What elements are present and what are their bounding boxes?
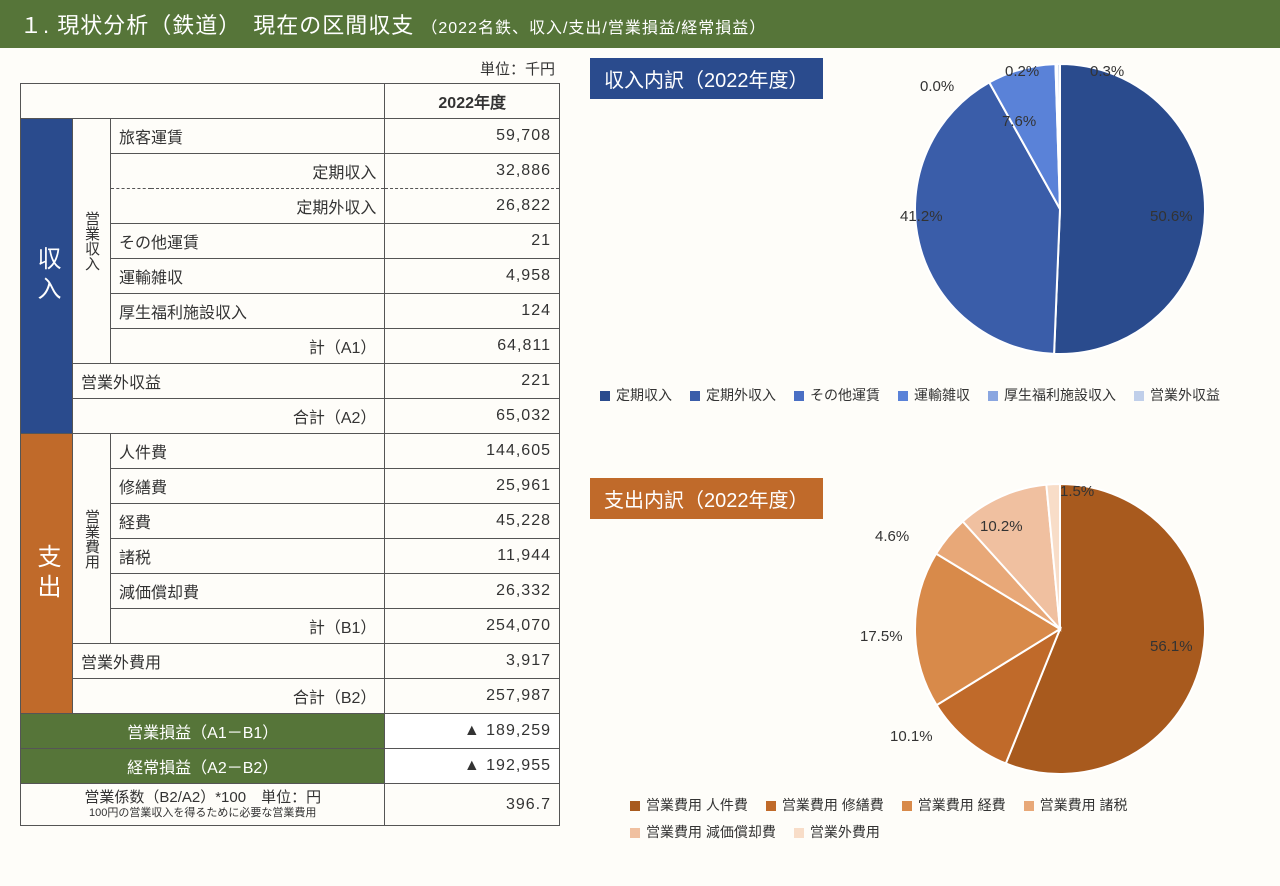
legend-item: 厚生福利施設収入 (988, 382, 1116, 409)
expense-sub-vheader: 営業費用 (73, 434, 111, 644)
legend-swatch (766, 801, 776, 811)
row-val: 65,032 (385, 399, 560, 434)
legend-item: 定期収入 (600, 382, 672, 409)
ratio-label: 営業係数（B2/A2）*100 単位：円 100円の営業収入を得るために必要な営… (21, 784, 385, 826)
legend-swatch (794, 828, 804, 838)
income-pie-title: 収入内訳（2022年度） (590, 58, 823, 99)
row-label: 運輸雑収 (111, 259, 385, 294)
legend-item: 営業外費用 (794, 819, 880, 846)
legend-swatch (1134, 391, 1144, 401)
legend-item: 営業費用 経費 (902, 792, 1006, 819)
row-label: 合計（B2） (73, 679, 385, 714)
row-label: 人件費 (111, 434, 385, 469)
expense-pie-chart (900, 474, 1220, 794)
expense-pie-section: 支出内訳（2022年度） 56.1% 10.1% 17.5% 4.6% 10.2% 1.5… (590, 478, 1260, 838)
legend-swatch (898, 391, 908, 401)
row-label: 減価償却費 (111, 574, 385, 609)
legend-swatch (794, 391, 804, 401)
pie-slice-label: 56.1% (1150, 638, 1193, 655)
legend-item: 営業費用 減価償却費 (630, 819, 776, 846)
row-label: 旅客運賃 (111, 119, 385, 154)
legend-swatch (600, 391, 610, 401)
row-val: 21 (385, 224, 560, 259)
row-val: 254,070 (385, 609, 560, 644)
row-label: 計（A1） (111, 329, 385, 364)
row-label: 営業外収益 (73, 364, 385, 399)
profit-val: ▲ 192,955 (385, 749, 560, 784)
pie-slice-label: 10.2% (980, 518, 1023, 535)
row-label: 合計（A2） (73, 399, 385, 434)
pie-slice-label: 41.2% (900, 208, 943, 225)
row-val: 25,961 (385, 469, 560, 504)
profit-val: ▲ 189,259 (385, 714, 560, 749)
pie-slice-label: 7.6% (1002, 113, 1036, 130)
row-label: 計（B1） (111, 609, 385, 644)
legend-swatch (1024, 801, 1034, 811)
legend-item: 運輸雑収 (898, 382, 970, 409)
row-val: 124 (385, 294, 560, 329)
row-label: 厚生福利施設収入 (111, 294, 385, 329)
row-label: 諸税 (111, 539, 385, 574)
pie-slice-label: 0.2% (1005, 63, 1039, 80)
row-label: 営業外費用 (73, 644, 385, 679)
header-title: １. 現状分析（鉄道） 現在の区間収支 (20, 13, 414, 38)
legend-swatch (902, 801, 912, 811)
legend-swatch (988, 391, 998, 401)
row-val: 26,332 (385, 574, 560, 609)
pie-slice-label: 1.5% (1060, 483, 1094, 500)
legend-item: 営業費用 諸税 (1024, 792, 1128, 819)
expense-vheader: 支出 (21, 434, 73, 714)
legend-swatch (630, 801, 640, 811)
pie-slice-label: 17.5% (860, 628, 903, 645)
row-val: 32,886 (385, 154, 560, 189)
ratio-val: 396.7 (385, 784, 560, 826)
profit-label: 経常損益（A2－B2） (21, 749, 385, 784)
pie-slice-label: 50.6% (1150, 208, 1193, 225)
row-val: 221 (385, 364, 560, 399)
row-val: 257,987 (385, 679, 560, 714)
row-label: 修繕費 (111, 469, 385, 504)
unit-label: 単位：千円 (20, 58, 560, 79)
pie-slice-label: 10.1% (890, 728, 933, 745)
row-val: 3,917 (385, 644, 560, 679)
row-val: 4,958 (385, 259, 560, 294)
income-sub-vheader: 営業収入 (73, 119, 111, 364)
legend-item: 営業費用 修繕費 (766, 792, 884, 819)
profit-label: 営業損益（A1－B1） (21, 714, 385, 749)
year-header: 2022年度 (385, 84, 560, 119)
legend-item: 定期外収入 (690, 382, 776, 409)
header-subtitle: （2022名鉄、収入/支出/営業損益/経常損益） (421, 20, 766, 37)
legend-swatch (630, 828, 640, 838)
expense-legend: 営業費用 人件費営業費用 修繕費営業費用 経費営業費用 諸税営業費用 減価償却費… (620, 792, 1260, 845)
row-val: 59,708 (385, 119, 560, 154)
row-label: 経費 (111, 504, 385, 539)
income-legend: 定期収入定期外収入その他運賃運輸雑収厚生福利施設収入営業外収益 (590, 382, 1260, 409)
legend-item: その他運賃 (794, 382, 880, 409)
income-vheader: 収入 (21, 119, 73, 434)
financial-table: 2022年度 収入 営業収入 旅客運賃 59,708 定期収入 32,886 定… (20, 83, 560, 826)
row-val: 26,822 (385, 189, 560, 224)
pie-slice-label: 0.3% (1090, 63, 1124, 80)
legend-swatch (690, 391, 700, 401)
pie-slice-label: 4.6% (875, 528, 909, 545)
row-val: 64,811 (385, 329, 560, 364)
legend-item: 営業費用 人件費 (630, 792, 748, 819)
pie-slice-label: 0.0% (920, 78, 954, 95)
row-val: 45,228 (385, 504, 560, 539)
row-label: その他運賃 (111, 224, 385, 259)
row-val: 11,944 (385, 539, 560, 574)
row-label: 定期収入 (151, 154, 385, 189)
page-header: １. 現状分析（鉄道） 現在の区間収支 （2022名鉄、収入/支出/営業損益/経… (0, 0, 1280, 48)
row-label: 定期外収入 (151, 189, 385, 224)
income-pie-section: 収入内訳（2022年度） 50.6%41.2%0.0%7.6%0.2%0.3% … (590, 58, 1260, 418)
row-val: 144,605 (385, 434, 560, 469)
legend-item: 営業外収益 (1134, 382, 1220, 409)
expense-pie-title: 支出内訳（2022年度） (590, 478, 823, 519)
